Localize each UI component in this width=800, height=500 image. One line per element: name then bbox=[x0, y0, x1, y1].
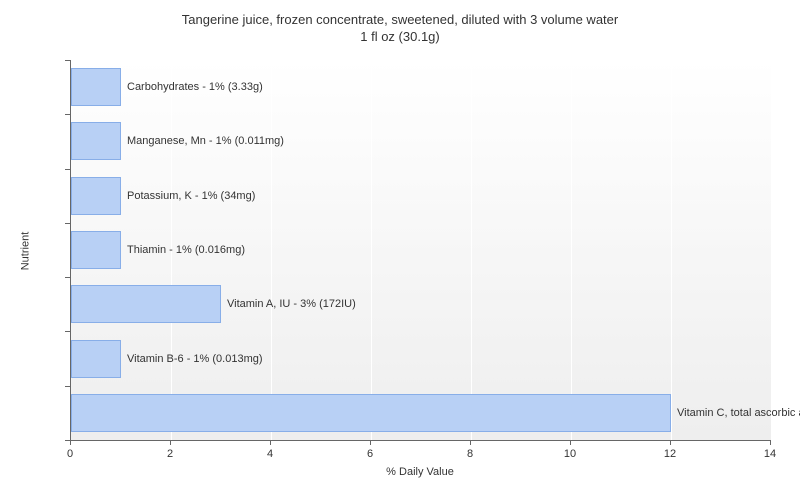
x-tick-mark bbox=[570, 440, 571, 445]
y-tick-mark bbox=[65, 440, 70, 441]
bar-label: Thiamin - 1% (0.016mg) bbox=[127, 244, 245, 256]
x-tick-mark bbox=[770, 440, 771, 445]
bar-label: Vitamin B-6 - 1% (0.013mg) bbox=[127, 353, 263, 365]
y-tick-mark bbox=[65, 386, 70, 387]
bar-label: Vitamin C, total ascorbic acid - 12% (7.… bbox=[677, 407, 800, 419]
bar-label: Carbohydrates - 1% (3.33g) bbox=[127, 81, 263, 93]
x-tick-mark bbox=[670, 440, 671, 445]
x-tick-mark bbox=[470, 440, 471, 445]
plot-area: Carbohydrates - 1% (3.33g) Manganese, Mn … bbox=[70, 60, 771, 441]
x-tick-label: 12 bbox=[664, 448, 676, 460]
y-tick-mark bbox=[65, 114, 70, 115]
x-tick-mark bbox=[170, 440, 171, 445]
x-tick-label: 8 bbox=[467, 448, 473, 460]
gridline bbox=[471, 60, 472, 440]
chart-title: Tangerine juice, frozen concentrate, swe… bbox=[0, 0, 800, 46]
gridline bbox=[271, 60, 272, 440]
bar-label: Potassium, K - 1% (34mg) bbox=[127, 190, 255, 202]
x-tick-mark bbox=[270, 440, 271, 445]
x-tick-label: 6 bbox=[367, 448, 373, 460]
y-tick-mark bbox=[65, 277, 70, 278]
x-tick-mark bbox=[370, 440, 371, 445]
x-tick-label: 0 bbox=[67, 448, 73, 460]
bar bbox=[71, 68, 121, 106]
bar bbox=[71, 394, 671, 432]
gridline bbox=[371, 60, 372, 440]
x-axis-title: % Daily Value bbox=[386, 466, 454, 478]
x-tick-label: 14 bbox=[764, 448, 776, 460]
nutrient-chart: Tangerine juice, frozen concentrate, swe… bbox=[0, 0, 800, 500]
x-tick-mark bbox=[70, 440, 71, 445]
y-tick-mark bbox=[65, 60, 70, 61]
gridline bbox=[671, 60, 672, 440]
title-line-1: Tangerine juice, frozen concentrate, swe… bbox=[182, 12, 618, 27]
bar bbox=[71, 285, 221, 323]
y-tick-mark bbox=[65, 169, 70, 170]
y-tick-mark bbox=[65, 331, 70, 332]
gridline bbox=[771, 60, 772, 440]
title-line-2: 1 fl oz (30.1g) bbox=[360, 29, 440, 44]
bar bbox=[71, 340, 121, 378]
bar bbox=[71, 177, 121, 215]
gridline bbox=[571, 60, 572, 440]
bar bbox=[71, 231, 121, 269]
x-tick-label: 2 bbox=[167, 448, 173, 460]
bar-label: Vitamin A, IU - 3% (172IU) bbox=[227, 298, 356, 310]
x-tick-label: 10 bbox=[564, 448, 576, 460]
bar bbox=[71, 122, 121, 160]
y-tick-mark bbox=[65, 223, 70, 224]
x-tick-label: 4 bbox=[267, 448, 273, 460]
y-axis-title: Nutrient bbox=[19, 232, 31, 271]
bar-label: Manganese, Mn - 1% (0.011mg) bbox=[127, 135, 284, 147]
